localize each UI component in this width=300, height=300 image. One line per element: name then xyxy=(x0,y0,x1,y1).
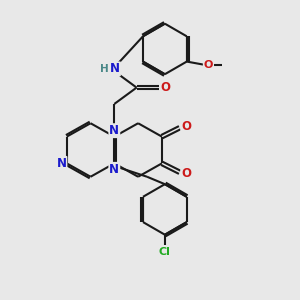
Text: N: N xyxy=(110,62,120,75)
Text: O: O xyxy=(160,81,170,94)
Text: N: N xyxy=(109,124,119,137)
Text: O: O xyxy=(181,167,191,180)
Text: O: O xyxy=(181,120,191,133)
Text: H: H xyxy=(100,64,109,74)
Text: Cl: Cl xyxy=(159,247,171,257)
Text: N: N xyxy=(56,157,66,170)
Text: N: N xyxy=(109,163,119,176)
Text: O: O xyxy=(204,59,213,70)
